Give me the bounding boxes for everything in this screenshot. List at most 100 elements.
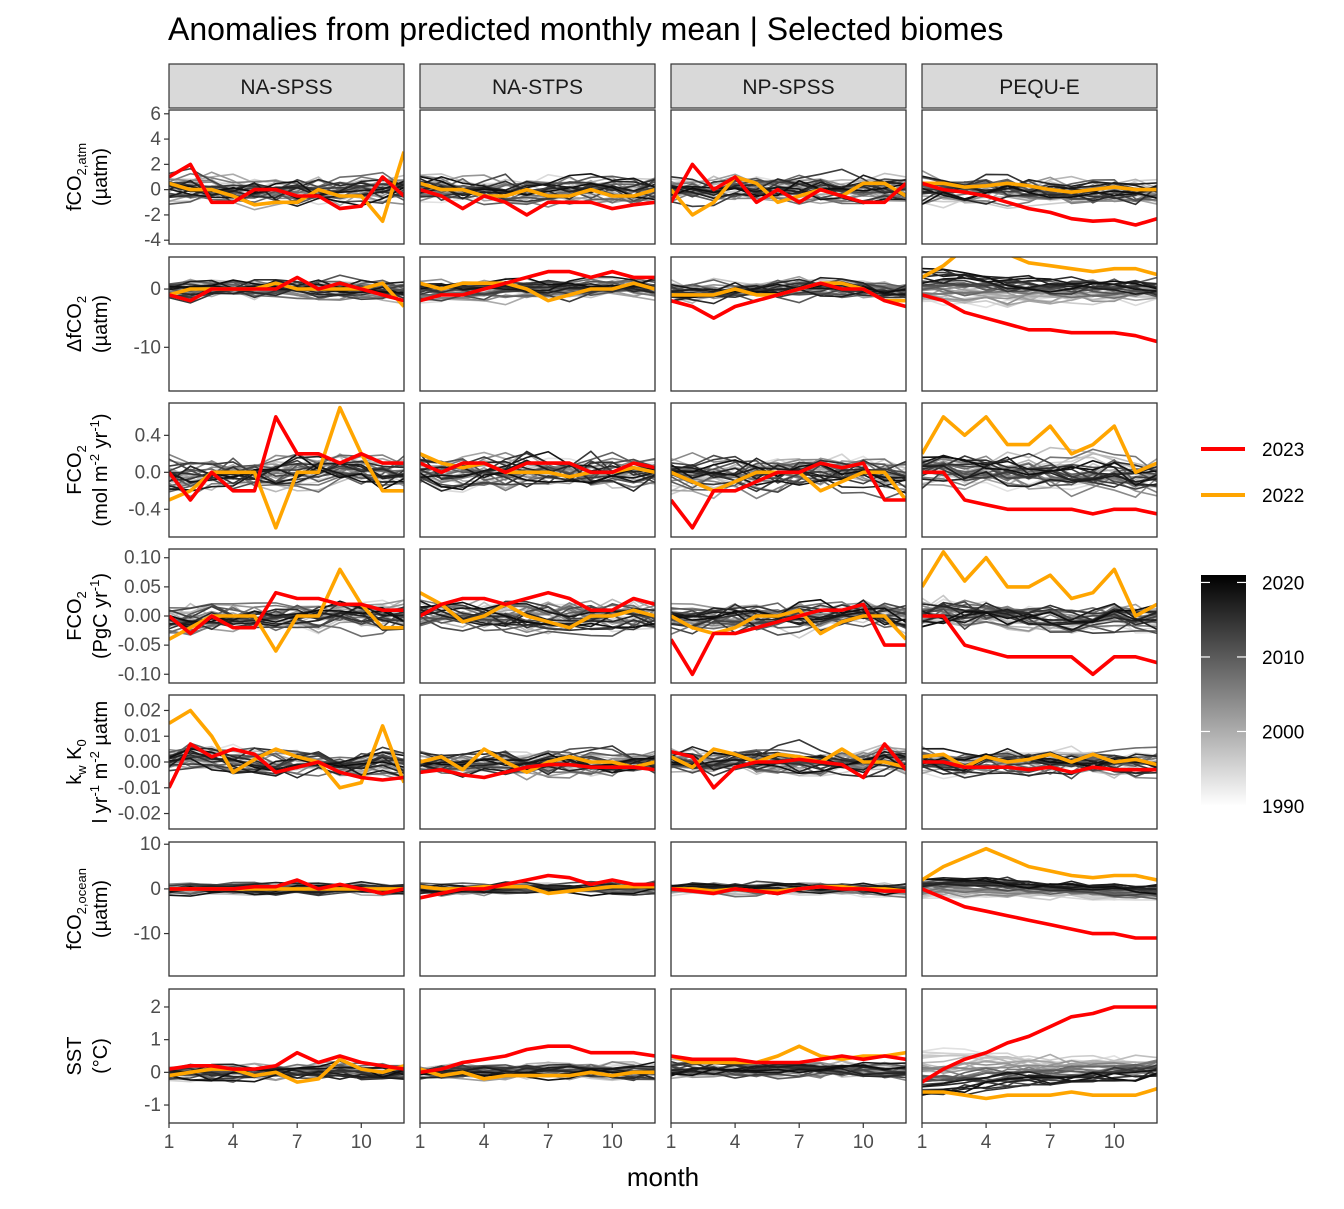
svg-text:FCO2​: FCO2​ (64, 591, 89, 640)
x-tick-label: 10 (853, 1132, 874, 1153)
series-line-background-year (169, 288, 404, 304)
colorbar-tick-label: 2020 (1262, 573, 1304, 594)
svg-text:kw​ K0​: kw​ K0​ (64, 739, 89, 785)
series-line-background-year (922, 274, 1157, 289)
series-line-background-year (922, 452, 1157, 489)
svg-text:(µatm): (µatm) (90, 148, 112, 206)
series-line-2022 (671, 747, 906, 770)
series-line-2023 (169, 878, 404, 896)
panel-border (921, 694, 1158, 830)
series-line-2022 (671, 608, 906, 641)
panel-border (921, 988, 1158, 1124)
facet-panel (419, 841, 656, 977)
series-line-2023 (420, 762, 655, 780)
series-line-background-year (671, 177, 906, 195)
facet-panel (419, 109, 656, 245)
series-line-2022 (671, 1044, 906, 1065)
y-tick-label: 2 (150, 997, 161, 1018)
series-line-background-year (169, 615, 404, 638)
panel-border (168, 988, 405, 1124)
legend: 2023 2022 2020 2010 2000 1990 (1201, 440, 1304, 818)
series-line-background-year (671, 753, 906, 774)
series-line-background-year (922, 270, 1157, 296)
series-line-2022 (922, 181, 1157, 194)
series-line-2023 (671, 602, 906, 677)
x-tick-label: 7 (292, 1132, 303, 1153)
facet-panel (168, 988, 405, 1124)
panel-border (670, 841, 907, 977)
colorbar-tick-label: 2000 (1262, 722, 1304, 743)
y-tick-label: 10 (140, 834, 161, 855)
series-line-background-year (922, 876, 1157, 889)
svg-text:(mol m-2​ yr-1​): (mol m-2​ yr-1​) (87, 413, 112, 526)
series-line-2022 (169, 1057, 404, 1084)
series-line-2023 (671, 461, 906, 530)
panel-border (168, 548, 405, 684)
panel-border (670, 694, 907, 830)
panel-border (419, 402, 656, 538)
facet-panel (921, 402, 1158, 538)
series-line-background-year (922, 609, 1157, 632)
x-axis-label: month (627, 1162, 699, 1192)
y-tick-label: -0.10 (118, 664, 161, 685)
panel-background (671, 257, 906, 391)
series-line-background-year (922, 603, 1157, 628)
panel-background (922, 842, 1157, 976)
series-line-background-year (671, 178, 906, 195)
series-line-2023 (169, 1050, 404, 1071)
panel-background (671, 842, 906, 976)
panel-background (169, 257, 404, 391)
panel-border (419, 988, 656, 1124)
y-tick-label: 1 (150, 1030, 161, 1051)
facet-panel (419, 548, 656, 684)
svg-text:(PgC yr-1​): (PgC yr-1​) (87, 573, 112, 659)
series-line-background-year (922, 462, 1157, 484)
facet-panel (921, 694, 1158, 830)
panel-border (921, 548, 1158, 684)
series-line-background-year (671, 1064, 906, 1076)
series-line-2023 (169, 162, 404, 211)
series-line-background-year (922, 601, 1157, 633)
panels: NA-SPSS NA-STPS NP-SPSS PEQU-E 6 4 2 0 -2 -4 fCO2,… (64, 63, 1158, 1153)
series-line-2023 (169, 275, 404, 303)
series-line-background-year (420, 1067, 655, 1080)
panel-border (921, 256, 1158, 392)
series-line-2022 (420, 181, 655, 198)
facet-panel (419, 402, 656, 538)
series-line-background-year (169, 462, 404, 492)
series-line-2023 (169, 742, 404, 789)
x-tick-label: 4 (981, 1132, 992, 1153)
series-line-background-year (169, 466, 404, 485)
series-line-background-year (922, 471, 1157, 488)
series-line-background-year (671, 882, 906, 891)
y-axis-label: ΔfCO2​(µatm) (64, 295, 112, 353)
series-line-background-year (671, 1064, 906, 1077)
series-line-background-year (671, 455, 906, 489)
series-line-background-year (922, 277, 1157, 292)
series-line-2023 (169, 415, 404, 502)
y-tick-label: -0.02 (118, 804, 161, 825)
y-tick-label: -0.4 (128, 499, 161, 520)
series-line-2023 (922, 293, 1157, 344)
chart-title: Anomalies from predicted monthly mean | … (168, 11, 1003, 47)
series-line-background-year (671, 179, 906, 197)
panel-border (168, 402, 405, 538)
series-line-background-year (922, 1067, 1157, 1086)
panel-background (169, 842, 404, 976)
y-tick-label: -10 (134, 337, 161, 358)
series-line-background-year (420, 600, 655, 619)
series-line-background-year (671, 462, 906, 489)
series-line-2022 (922, 257, 1157, 279)
y-tick-label: 2 (150, 154, 161, 175)
svg-text:l yr-1​ m-2​ µatm: l yr-1​ m-2​ µatm (87, 701, 112, 823)
series-line-background-year (922, 603, 1157, 626)
legend-label: 2022 (1262, 486, 1304, 507)
series-line-2023 (671, 1054, 906, 1065)
panel-border (670, 402, 907, 538)
series-line-2023 (420, 269, 655, 303)
svg-text:SST: SST (64, 1037, 86, 1076)
panel-border (168, 694, 405, 830)
panel-border (670, 988, 907, 1124)
x-tick-label: 10 (602, 1132, 623, 1153)
series-line-background-year (922, 460, 1157, 488)
